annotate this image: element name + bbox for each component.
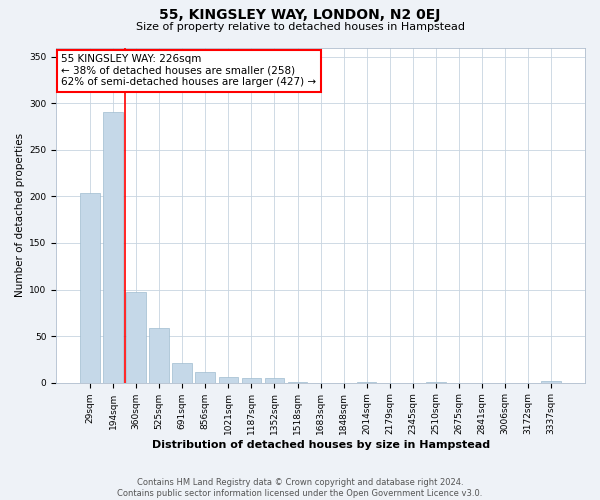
Bar (242, 378, 261, 382)
Bar (218, 377, 238, 382)
Bar (265, 378, 284, 382)
X-axis label: Distribution of detached houses by size in Hampstead: Distribution of detached houses by size … (152, 440, 490, 450)
Bar (541, 380, 561, 382)
Y-axis label: Number of detached properties: Number of detached properties (15, 133, 25, 297)
Bar (196, 372, 215, 382)
Bar (172, 363, 192, 382)
Bar (149, 328, 169, 382)
Text: Size of property relative to detached houses in Hampstead: Size of property relative to detached ho… (136, 22, 464, 32)
Text: 55, KINGSLEY WAY, LONDON, N2 0EJ: 55, KINGSLEY WAY, LONDON, N2 0EJ (160, 8, 440, 22)
Text: Contains HM Land Registry data © Crown copyright and database right 2024.
Contai: Contains HM Land Registry data © Crown c… (118, 478, 482, 498)
Bar (126, 292, 146, 382)
Bar (103, 112, 123, 382)
Text: 55 KINGSLEY WAY: 226sqm
← 38% of detached houses are smaller (258)
62% of semi-d: 55 KINGSLEY WAY: 226sqm ← 38% of detache… (61, 54, 317, 88)
Bar (80, 192, 100, 382)
